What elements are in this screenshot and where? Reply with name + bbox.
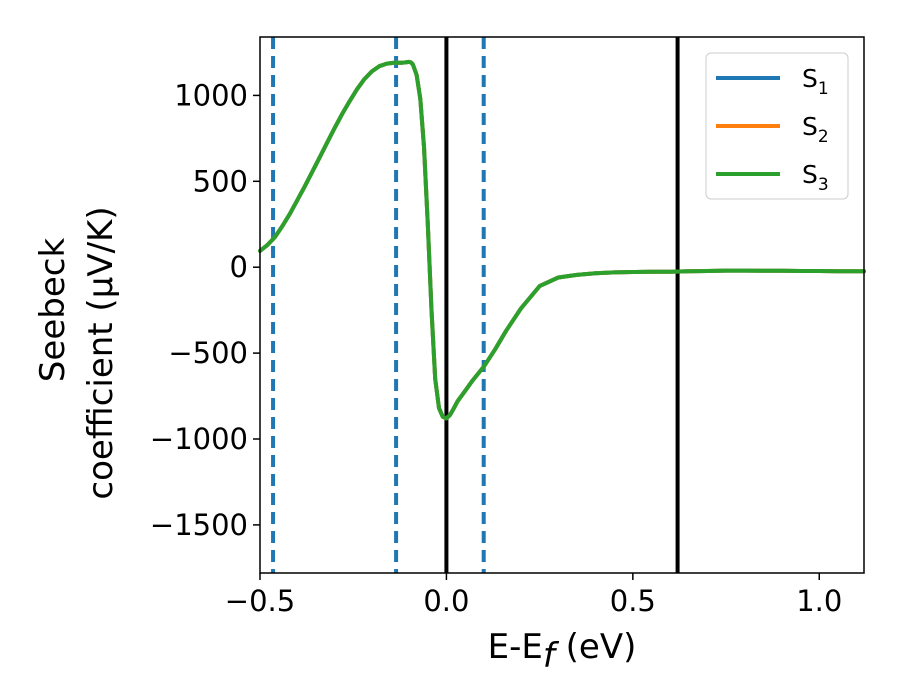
legend-label-s3: S3: [802, 160, 829, 195]
y-axis-ticks: 1000 500 0 −500 −1000 −1500: [150, 78, 260, 542]
series-lines: [258, 59, 866, 421]
y-axis-title-line1: Seebeck: [33, 238, 73, 383]
x-axis-title: E-Ef (eV): [488, 627, 637, 676]
series-line-s3: [258, 59, 866, 421]
x-tick-label-3: 1.0: [796, 584, 842, 618]
y-axis-title-line2: coefficient (μV/K): [81, 206, 121, 499]
x-tick-label-2: 0.5: [610, 584, 656, 618]
y-tick-label-4: −1000: [150, 422, 248, 456]
y-tick-label-5: −1500: [150, 508, 248, 542]
y-tick-label-2: 0: [230, 250, 248, 284]
reference-lines: [271, 37, 680, 573]
y-tick-label-3: −500: [168, 336, 248, 370]
legend-label-s2: S2: [802, 112, 829, 147]
x-tick-label-0: −0.5: [225, 584, 295, 618]
x-tick-label-1: 0.0: [423, 584, 469, 618]
plot-frame: [259, 36, 865, 574]
legend-label-s1: S1: [802, 64, 829, 99]
y-tick-label-1: 500: [193, 164, 248, 198]
legend: S1 S2 S3: [705, 52, 849, 200]
x-axis-ticks: −0.5 0.0 0.5 1.0: [225, 573, 842, 618]
y-tick-label-0: 1000: [174, 78, 248, 112]
